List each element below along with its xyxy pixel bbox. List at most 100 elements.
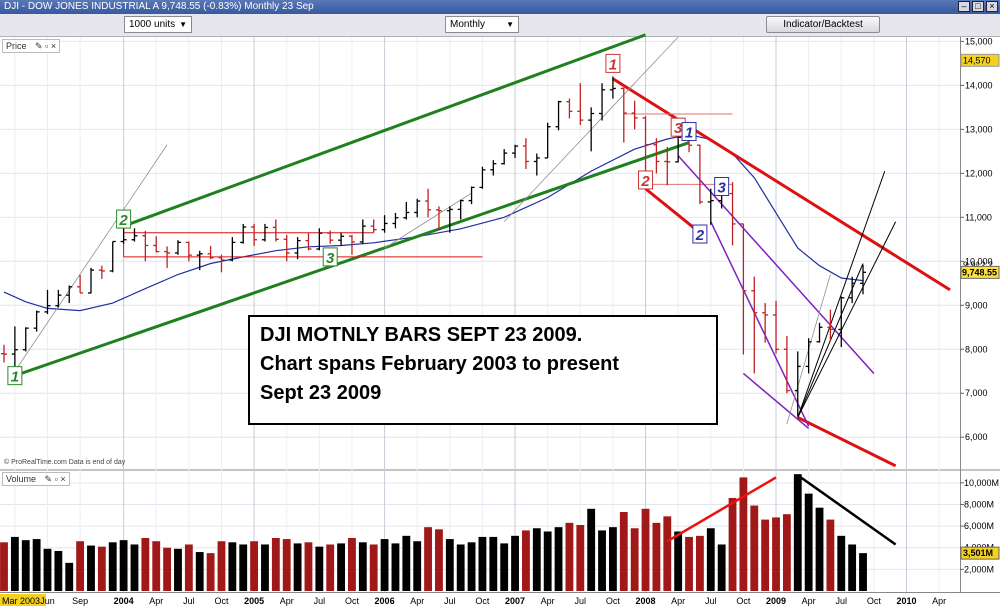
volume-bar <box>815 507 824 591</box>
volume-bar <box>511 535 519 591</box>
maximize-icon[interactable]: □ <box>972 1 984 12</box>
volume-bar <box>478 536 487 591</box>
ohlc-bar <box>631 100 638 130</box>
volume-bar <box>837 535 846 591</box>
ohlc-bar <box>272 219 279 242</box>
volume-tick-label: 6,000M <box>964 521 994 531</box>
volume-bar <box>587 508 596 591</box>
wave-label-text: 1 <box>609 56 617 73</box>
wave-label-text: 2 <box>118 212 128 229</box>
ohlc-bar <box>348 234 355 255</box>
wave-label-text: 1 <box>685 125 693 142</box>
ohlc-bar <box>218 254 225 273</box>
wave-label-box <box>638 170 654 190</box>
close-icon[interactable]: × <box>60 474 66 484</box>
trendline <box>14 144 168 372</box>
minimize-icon[interactable]: – <box>958 1 970 12</box>
ohlc-bar <box>87 267 94 294</box>
volume-bar <box>532 528 541 591</box>
volume-panel-label[interactable]: Volume ✎ ▫ × <box>2 472 70 486</box>
last-volume-value: 3,501M <box>963 548 993 558</box>
wave-label-box <box>605 53 621 73</box>
wave-label-text: 2 <box>640 173 650 190</box>
square-icon[interactable]: ▫ <box>54 474 58 484</box>
volume-bar <box>435 529 443 591</box>
volume-bar <box>282 539 291 591</box>
wave-label-text: 1 <box>11 369 19 386</box>
ohlc-bar <box>588 107 595 152</box>
volume-bar <box>21 540 30 591</box>
volume-bar <box>65 562 74 591</box>
ohlc-bar <box>370 219 377 233</box>
ohlc-bar <box>533 153 540 176</box>
wrench-icon[interactable]: ✎ <box>44 474 53 484</box>
ohlc-bars <box>1 76 867 417</box>
price-panel-title: Price <box>6 41 27 51</box>
wrench-icon[interactable]: ✎ <box>35 41 43 51</box>
trendline <box>14 141 690 378</box>
price-tick-label: 14,000 <box>965 80 993 90</box>
window-title-bar: DJI - DOW JONES INDUSTRIAL A 9,748.55 (-… <box>0 0 1000 14</box>
period-dropdown[interactable]: Monthly ▼ <box>445 16 519 33</box>
time-tick-label: Apr <box>149 596 163 606</box>
volume-bar <box>32 539 41 591</box>
square-icon[interactable]: ▫ <box>45 41 49 51</box>
volume-bar <box>315 546 324 591</box>
volume-bar <box>543 531 552 591</box>
time-tick-label: Jul <box>183 596 195 606</box>
ohlc-bar <box>33 310 40 332</box>
ohlc-bar <box>729 182 736 246</box>
wave-label-text: 3 <box>717 180 726 197</box>
time-tick-label: 2009 <box>766 596 786 606</box>
ohlc-bar <box>381 215 388 233</box>
units-dropdown[interactable]: 1000 units ▼ <box>124 16 192 33</box>
ohlc-bar <box>305 232 312 251</box>
time-tick-label: Jul <box>575 596 587 606</box>
ohlc-bar <box>207 245 214 260</box>
ohlc-bar <box>849 276 856 304</box>
volume-bar <box>424 527 432 591</box>
volume-bar <box>445 539 454 591</box>
price-panel-label[interactable]: Price ✎ ▫ × <box>2 39 61 53</box>
time-tick-label: Apr <box>932 596 946 606</box>
time-tick-label: Oct <box>214 596 229 606</box>
volume-bar <box>772 517 780 591</box>
ohlc-bar <box>490 160 497 176</box>
volume-bar <box>250 541 259 591</box>
wave-label-text: 2 <box>695 227 705 244</box>
chart-toolbar: 1000 units ▼ Monthly ▼ Indicator/Backtes… <box>0 14 1000 37</box>
time-cursor-highlight <box>0 594 46 606</box>
time-tick-label: Oct <box>475 596 490 606</box>
volume-bar <box>271 537 280 591</box>
moving-average-line <box>3 133 864 312</box>
moving-average-polyline <box>3 133 864 312</box>
period-dropdown-value: Monthly <box>450 19 486 30</box>
ohlc-bar <box>773 300 780 354</box>
indicator-backtest-button[interactable]: Indicator/Backtest <box>766 16 880 33</box>
volume-bar <box>619 512 628 591</box>
cursor-price-value: 9,912.2 <box>963 260 993 270</box>
volume-trendlines <box>666 474 897 546</box>
ohlc-bar <box>77 274 84 294</box>
volume-bar <box>97 546 106 591</box>
volume-bar <box>565 522 574 591</box>
close-icon[interactable]: × <box>986 1 998 12</box>
volume-bar <box>228 542 237 591</box>
close-icon[interactable]: × <box>50 41 57 51</box>
volume-panel-title: Volume <box>6 474 37 484</box>
volume-bar <box>674 531 683 591</box>
wave-label-box <box>7 366 23 386</box>
ohlc-bar <box>751 276 758 374</box>
ohlc-bar <box>240 223 247 244</box>
chart-annotation-box: DJI MOTNLY BARS SEPT 23 2009. Chart span… <box>248 315 718 425</box>
volume-bar <box>141 537 150 591</box>
volume-bar <box>217 541 226 591</box>
time-tick-label: Sep <box>72 596 88 606</box>
ohlc-bar <box>109 240 116 273</box>
time-tick-label: Apr <box>802 596 816 606</box>
price-tick-label: 13,000 <box>965 124 993 134</box>
ohlc-bar <box>707 188 714 225</box>
annotation-line-3: Sept 23 2009 <box>260 382 382 404</box>
volume-bar <box>195 552 204 591</box>
